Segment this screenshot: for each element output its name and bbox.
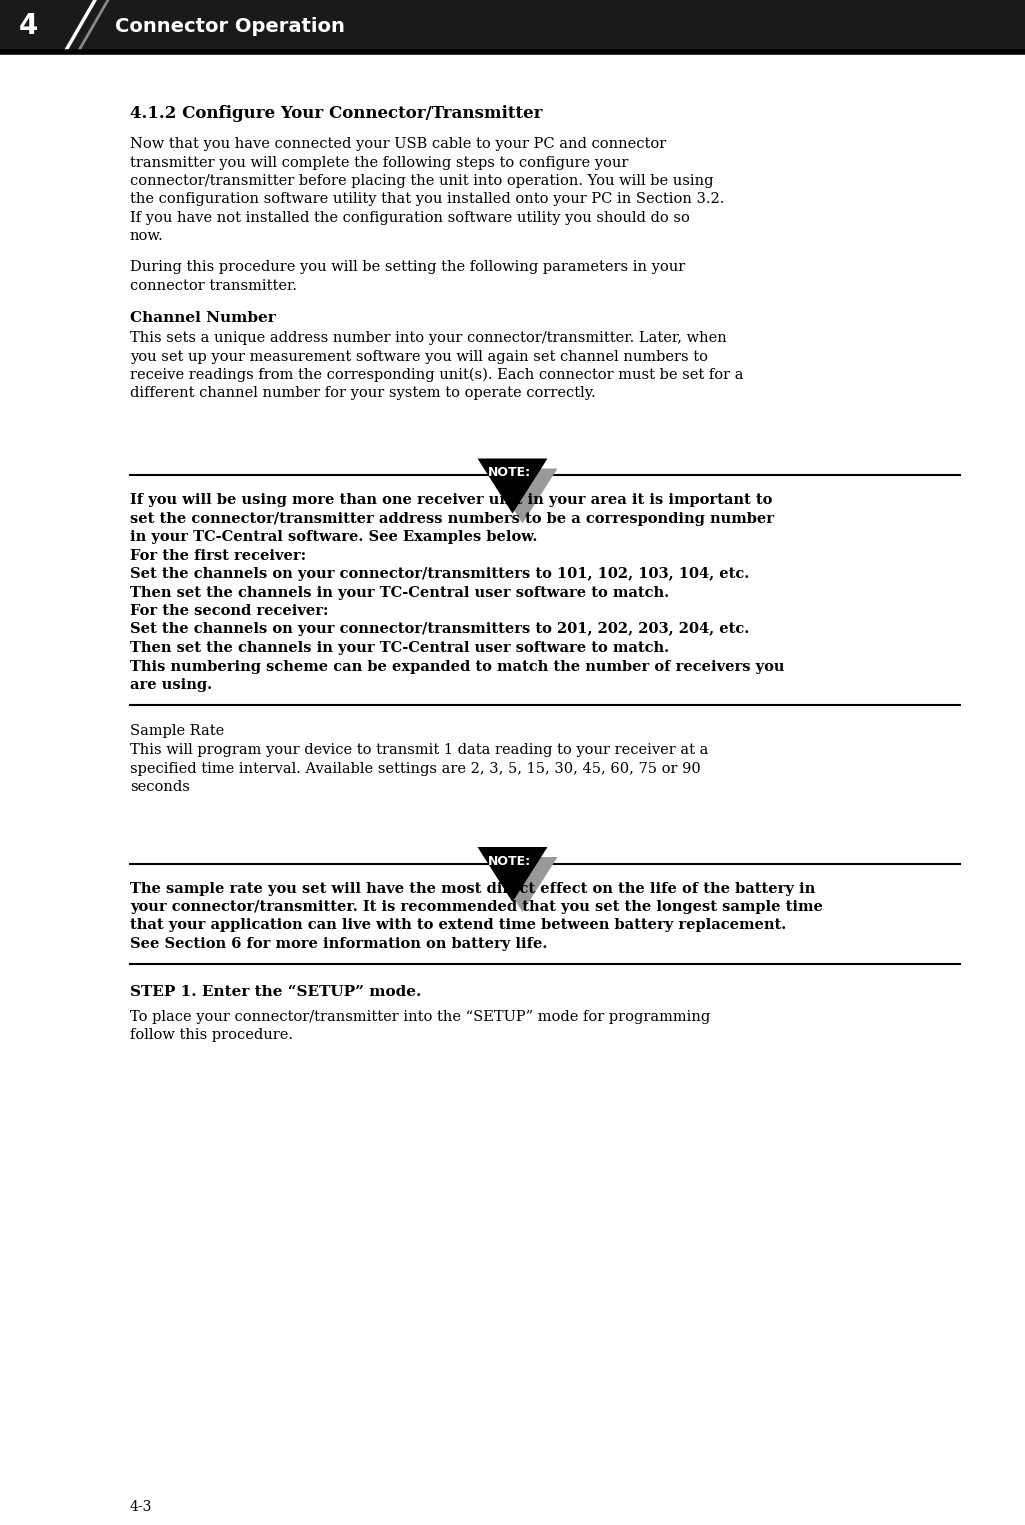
Text: The sample rate you set will have the most direct effect on the life of the batt: The sample rate you set will have the mo…: [130, 881, 815, 895]
Text: If you have not installed the configuration software utility you should do so: If you have not installed the configurat…: [130, 210, 690, 226]
Text: that your application can live with to extend time between battery replacement.: that your application can live with to e…: [130, 918, 786, 932]
Text: Channel Number: Channel Number: [130, 311, 276, 325]
Text: Set the channels on your connector/transmitters to 101, 102, 103, 104, etc.: Set the channels on your connector/trans…: [130, 567, 749, 581]
Text: connector transmitter.: connector transmitter.: [130, 279, 297, 293]
Text: For the first receiver:: For the first receiver:: [130, 549, 306, 563]
Text: are using.: are using.: [130, 679, 212, 692]
Text: specified time interval. Available settings are 2, 3, 5, 15, 30, 45, 60, 75 or 9: specified time interval. Available setti…: [130, 761, 701, 776]
Text: follow this procedure.: follow this procedure.: [130, 1028, 293, 1042]
Text: If you will be using more than one receiver unit in your area it is important to: If you will be using more than one recei…: [130, 493, 773, 506]
Text: This numbering scheme can be expanded to match the number of receivers you: This numbering scheme can be expanded to…: [130, 659, 784, 674]
Text: To place your connector/transmitter into the “SETUP” mode for programming: To place your connector/transmitter into…: [130, 1010, 710, 1023]
Polygon shape: [0, 0, 78, 52]
Text: set the connector/transmitter address numbers to be a corresponding number: set the connector/transmitter address nu…: [130, 511, 774, 526]
Text: This will program your device to transmit 1 data reading to your receiver at a: This will program your device to transmi…: [130, 743, 708, 756]
Text: connector/transmitter before placing the unit into operation. You will be using: connector/transmitter before placing the…: [130, 174, 713, 188]
Text: During this procedure you will be setting the following parameters in your: During this procedure you will be settin…: [130, 259, 686, 274]
Text: NOTE:: NOTE:: [488, 856, 531, 868]
Text: Connector Operation: Connector Operation: [115, 17, 344, 35]
Text: Sample Rate: Sample Rate: [130, 724, 224, 738]
Text: 4: 4: [18, 12, 38, 40]
Bar: [0, 0, 1025, 52]
Text: For the second receiver:: For the second receiver:: [130, 604, 328, 618]
Polygon shape: [478, 459, 547, 514]
Text: 4-3: 4-3: [130, 1501, 153, 1514]
Text: the configuration software utility that you installed onto your PC in Section 3.: the configuration software utility that …: [130, 192, 725, 206]
Text: NOTE:: NOTE:: [488, 467, 531, 479]
Text: Then set the channels in your TC-Central user software to match.: Then set the channels in your TC-Central…: [130, 640, 669, 656]
Text: you set up your measurement software you will again set channel numbers to: you set up your measurement software you…: [130, 349, 708, 363]
Text: STEP 1. Enter the “SETUP” mode.: STEP 1. Enter the “SETUP” mode.: [130, 985, 421, 999]
Text: your connector/transmitter. It is recommended that you set the longest sample ti: your connector/transmitter. It is recomm…: [130, 900, 823, 913]
Polygon shape: [488, 857, 558, 912]
Text: receive readings from the corresponding unit(s). Each connector must be set for : receive readings from the corresponding …: [130, 368, 743, 383]
Text: now.: now.: [130, 229, 164, 244]
Polygon shape: [0, 0, 65, 52]
Text: See Section 6 for more information on battery life.: See Section 6 for more information on ba…: [130, 936, 547, 952]
Text: Now that you have connected your USB cable to your PC and connector: Now that you have connected your USB cab…: [130, 137, 666, 151]
Text: Then set the channels in your TC-Central user software to match.: Then set the channels in your TC-Central…: [130, 586, 669, 599]
Text: different channel number for your system to operate correctly.: different channel number for your system…: [130, 386, 596, 401]
Text: seconds: seconds: [130, 779, 190, 795]
Polygon shape: [488, 468, 558, 523]
Text: in your TC-Central software. See Examples below.: in your TC-Central software. See Example…: [130, 531, 537, 544]
Text: Set the channels on your connector/transmitters to 201, 202, 203, 204, etc.: Set the channels on your connector/trans…: [130, 622, 749, 636]
Text: 4.1.2 Configure Your Connector/Transmitter: 4.1.2 Configure Your Connector/Transmitt…: [130, 105, 542, 122]
Polygon shape: [478, 846, 547, 901]
Text: transmitter you will complete the following steps to configure your: transmitter you will complete the follow…: [130, 156, 628, 169]
Text: This sets a unique address number into your connector/transmitter. Later, when: This sets a unique address number into y…: [130, 331, 727, 345]
